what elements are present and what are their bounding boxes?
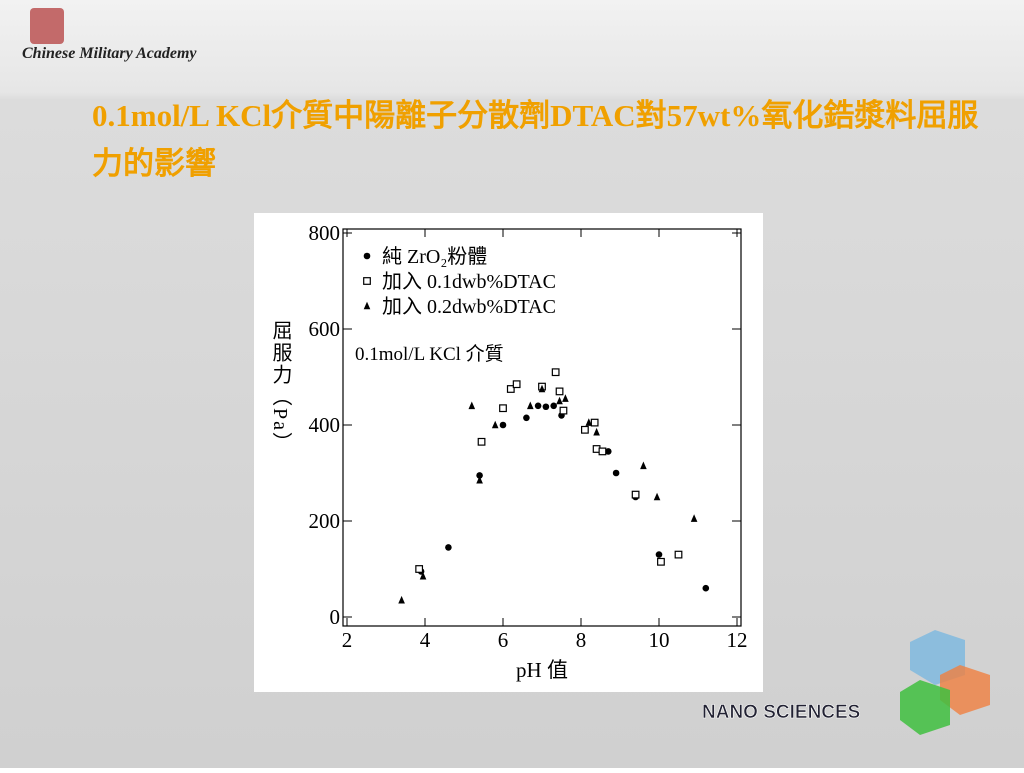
- point: [556, 396, 563, 405]
- legend-label: 純 ZrO₂粉體: [382, 245, 487, 268]
- point: [499, 421, 507, 429]
- nano-logo: NANO SCIENCES: [702, 630, 990, 735]
- point: [550, 402, 557, 410]
- legend-marker: [363, 277, 371, 285]
- logo-text: Chinese Military Academy: [22, 45, 197, 62]
- point: [476, 472, 483, 479]
- footer-logo: NANO SCIENCES: [702, 702, 860, 723]
- point: [542, 403, 550, 411]
- point: [653, 492, 661, 501]
- point: [534, 402, 542, 410]
- point: [491, 420, 499, 429]
- point: [655, 551, 663, 558]
- point: [612, 469, 620, 477]
- point: [527, 401, 534, 410]
- x-axis-label: pH 值: [516, 658, 568, 682]
- chart: 2 4 6 8 10 12 0 200 400 600 800 pH 值 屈服力（Pa） 0.1mol/L…: [269, 221, 748, 682]
- point: [555, 387, 564, 396]
- y-tick-label: 800: [309, 221, 341, 245]
- point: [523, 414, 530, 422]
- point: [477, 437, 486, 446]
- point: [580, 425, 589, 434]
- y-tick-label: 0: [330, 605, 341, 629]
- point: [702, 584, 710, 592]
- logo-hex: [900, 680, 950, 735]
- point: [590, 418, 599, 427]
- point: [468, 401, 476, 410]
- point: [538, 384, 546, 393]
- logo-emblem: [30, 8, 64, 44]
- slide-title: 0.1mol/L KCl介質中陽離子分散劑DTAC對57wt%氧化鋯漿料屈服力的…: [92, 98, 979, 181]
- x-tick-label: 10: [649, 628, 670, 652]
- x-tick-label: 4: [420, 628, 431, 652]
- x-tick-label: 8: [576, 628, 587, 652]
- point: [419, 571, 427, 580]
- x-tick-label: 6: [498, 628, 509, 652]
- plot-frame: [342, 228, 742, 627]
- y-tick-label: 400: [309, 413, 341, 437]
- legend-label: 加入 0.1dwb%DTAC: [382, 270, 556, 293]
- point: [631, 490, 640, 499]
- point: [585, 418, 593, 426]
- point: [551, 368, 560, 377]
- x-tick-label: 2: [342, 628, 353, 652]
- point: [445, 544, 452, 551]
- x-tick-label: 12: [727, 628, 748, 652]
- point: [562, 394, 569, 402]
- point: [398, 595, 405, 604]
- title-box: 0.1mol/L KCl介質中陽離子分散劑DTAC對57wt%氧化鋯漿料屈服力的…: [92, 98, 979, 181]
- point: [640, 461, 647, 470]
- point: [512, 380, 521, 389]
- logo-hex: [940, 665, 990, 715]
- y-tick-label: 600: [309, 317, 341, 341]
- chart-panel: [254, 213, 763, 692]
- y-axis-label: 屈服力（Pa）: [269, 320, 292, 454]
- point: [657, 557, 665, 566]
- point: [476, 475, 483, 484]
- point: [499, 404, 507, 413]
- legend-label: 加入 0.2dwb%DTAC: [382, 295, 556, 318]
- legend-marker: [363, 301, 371, 310]
- point: [690, 514, 698, 522]
- point: [415, 565, 424, 573]
- y-tick-label: 200: [309, 509, 341, 533]
- point: [593, 427, 600, 436]
- legend-marker: [363, 252, 371, 260]
- point: [506, 385, 515, 393]
- point: [674, 550, 683, 559]
- point: [598, 447, 607, 456]
- annotation: 0.1mol/L KCl 介質: [355, 343, 504, 365]
- point: [559, 406, 568, 415]
- point: [605, 448, 612, 455]
